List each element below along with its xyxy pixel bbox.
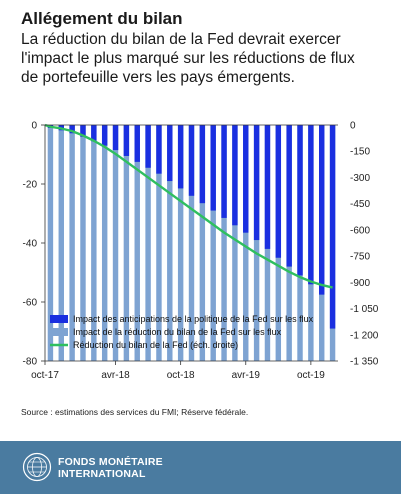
bar-anticipation-impact [177,125,184,189]
y-right-tick-label: -300 [350,173,370,184]
bar-reduction-impact [177,125,184,361]
bar-anticipation-impact [112,125,119,151]
bar-anticipation-impact [329,125,336,329]
bar-reduction-impact [101,125,108,361]
bar-reduction-impact [210,125,216,361]
source-note: Source : estimations des services du FMI… [21,407,249,417]
legend-swatch [50,315,68,323]
bar-anticipation-impact [101,125,108,146]
bar-anticipation-impact [243,125,249,233]
y-right-tick-label: -750 [350,252,370,263]
y-left-tick-label: 0 [31,121,37,132]
subtitle-line: l'impact le plus marqué sur les réductio… [21,50,355,67]
bar-anticipation-impact [275,125,282,258]
bar-anticipation-impact [188,125,195,196]
legend-label: Réduction du bilan de la Fed (éch. droit… [73,340,238,350]
subtitle-line: de portefeuille vers les pays émergents. [21,69,295,86]
y-right-tick-label: -1 200 [350,330,379,341]
x-tick-label: oct-18 [167,370,195,381]
bar-anticipation-impact [286,125,292,267]
legend-label: Impact des anticipations de la politique… [73,314,314,324]
bar-anticipation-impact [156,125,162,174]
bar-anticipation-impact [319,125,325,295]
legend-swatch [50,328,68,336]
bar-reduction-impact [167,125,173,361]
bar-anticipation-impact [134,125,140,162]
x-tick-label: oct-17 [31,370,59,381]
y-left-tick-label: -80 [23,357,38,368]
bar-anticipation-impact [69,125,75,134]
bar-reduction-impact [199,125,206,361]
bar-reduction-impact [134,125,140,361]
chart-title: Allégement du bilan [21,9,183,28]
y-right-tick-label: -600 [350,225,370,236]
y-left-tick-label: -20 [23,180,38,191]
footer-brand: FONDS MONÉTAIRE INTERNATIONAL [58,456,163,480]
bar-anticipation-impact [167,125,173,182]
bar-reduction-impact [253,125,260,361]
bar-reduction-impact [112,125,119,361]
title-block: Allégement du bilan La réduction du bila… [21,9,391,87]
x-tick-label: avr-18 [101,370,130,381]
bar-reduction-impact [58,125,64,361]
legend-label: Impact de la réduction du bilan de la Fe… [73,327,282,337]
y-right-tick-label: -150 [350,147,370,158]
bar-reduction-impact [156,125,162,361]
bar-reduction-impact [69,125,75,361]
y-right-tick-label: 0 [350,121,356,132]
y-right-tick-label: -450 [350,199,370,210]
chart-subtitle: La réduction du bilan de la Fed devrait … [21,30,391,87]
bar-reduction-impact [221,125,227,361]
bar-anticipation-impact [221,125,227,218]
bar-anticipation-impact [210,125,216,211]
x-tick-label: oct-19 [297,370,325,381]
footer-bar: FONDS MONÉTAIRE INTERNATIONAL [0,441,401,494]
chart: 0 -20 -40 -60 -80 0 -150 -300 -450 -600 -750 -900 -1… [23,121,379,382]
bar-reduction-impact [123,125,130,361]
bar-anticipation-impact [232,125,238,226]
bar-reduction-impact [243,125,249,361]
bar-reduction-impact [80,125,86,361]
bar-reduction-impact [145,125,151,361]
bar-anticipation-impact [145,125,151,168]
subtitle-line: La réduction du bilan de la Fed devrait … [21,31,341,48]
bar-reduction-impact [232,125,238,361]
y-left-tick-label: -40 [23,239,38,250]
bar-anticipation-impact [253,125,260,241]
bar-anticipation-impact [308,125,314,285]
bar-reduction-impact [91,125,97,361]
footer-brand-line1: FONDS MONÉTAIRE [58,456,163,468]
imf-seal-icon [22,452,52,482]
bar-reduction-impact [47,125,54,361]
bar-anticipation-impact [264,125,271,249]
y-right-tick-label: -1 050 [350,304,379,315]
footer-brand-line2: INTERNATIONAL [58,468,146,480]
y-right-tick-label: -900 [350,278,370,289]
line-balance-sheet [44,123,333,289]
bar-anticipation-impact [123,125,130,156]
x-tick-label: avr-19 [232,370,261,381]
bar-anticipation-impact [199,125,206,204]
bar-anticipation-impact [297,125,303,276]
y-left-tick-label: -60 [23,298,38,309]
bar-anticipation-impact [80,125,86,137]
bar-reduction-impact [188,125,195,361]
y-right-tick-label: -1 350 [350,357,379,368]
bar-anticipation-impact [91,125,97,142]
